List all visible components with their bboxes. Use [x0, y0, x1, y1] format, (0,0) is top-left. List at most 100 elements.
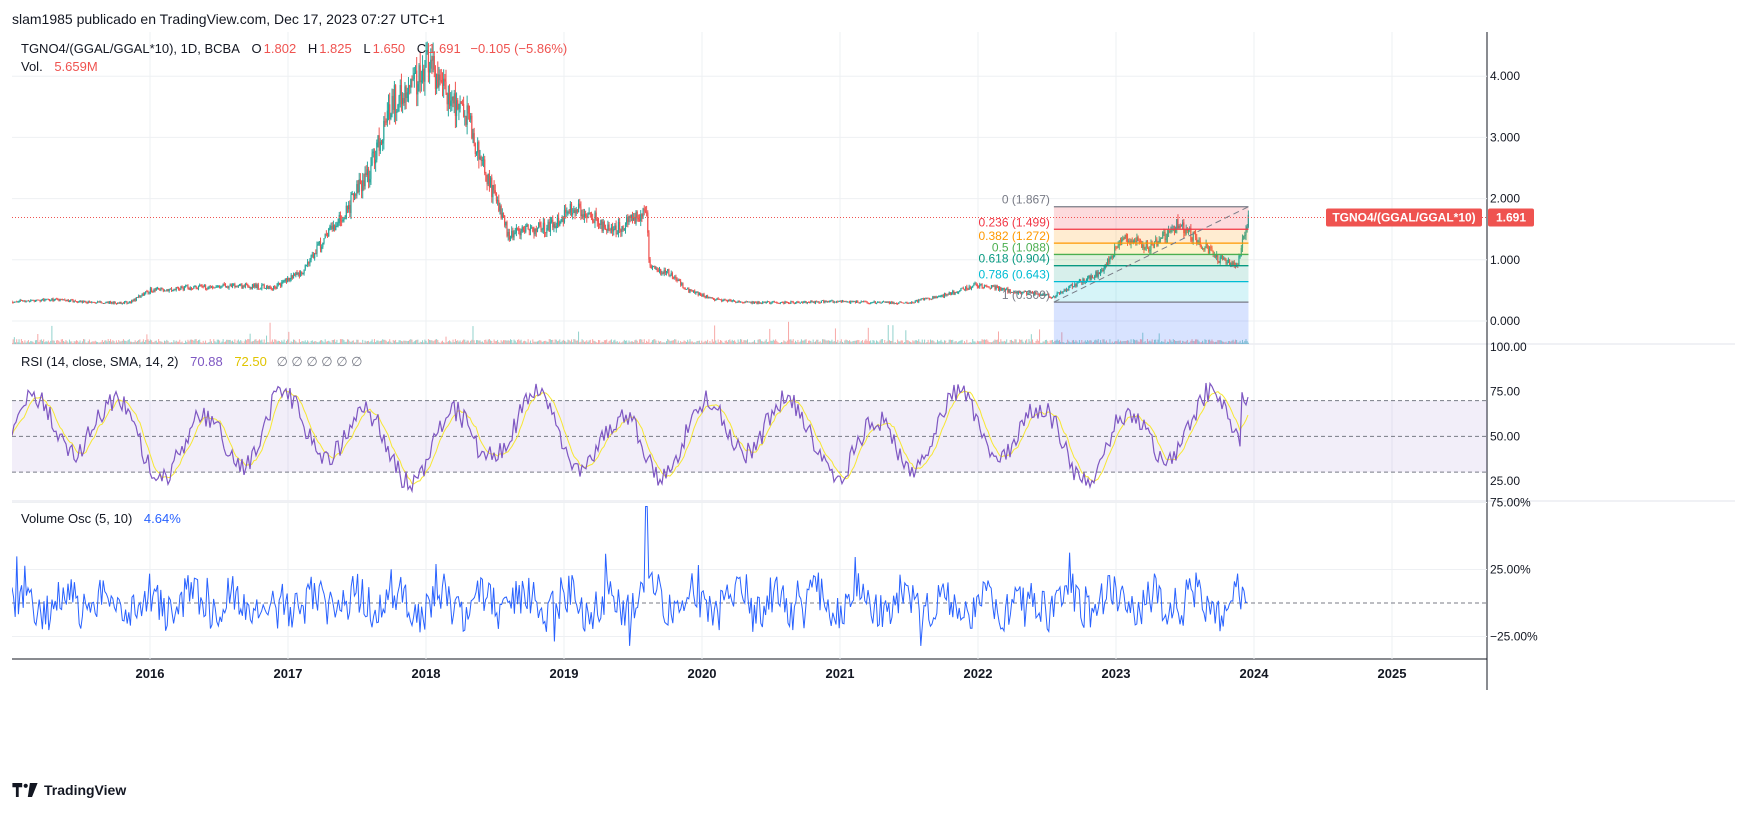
- volume-bar: [707, 339, 709, 344]
- candle-body: [346, 205, 349, 210]
- price-tick-label: 4.000: [1490, 69, 1520, 83]
- candle-body: [845, 301, 847, 303]
- volume-bar: [249, 333, 251, 344]
- volume-bar: [365, 341, 367, 344]
- volume-bar: [449, 340, 451, 344]
- candle-body: [1138, 241, 1140, 243]
- candle-body: [284, 279, 286, 281]
- candle-body: [616, 233, 618, 235]
- candle-body: [723, 299, 725, 301]
- candle-body: [333, 225, 336, 231]
- candle-body: [1045, 294, 1048, 296]
- volume-bar: [222, 339, 224, 344]
- legend-l-label: L: [363, 41, 371, 56]
- volume-bar: [803, 340, 805, 344]
- volume-bar: [1189, 342, 1191, 344]
- volume-bar: [325, 341, 327, 344]
- candle-body: [778, 303, 780, 305]
- volume-bar: [529, 340, 531, 344]
- candle-body: [203, 284, 205, 287]
- candle-body: [786, 302, 788, 304]
- chart-frame[interactable]: 0 (1.867) 0.236 (1.499) 0.382 (1.272) 0.5 (…: [11, 32, 1735, 758]
- volume-bar: [1145, 342, 1147, 344]
- candle-body: [126, 301, 128, 304]
- volume-bar: [223, 342, 225, 344]
- volume-bar: [702, 342, 704, 344]
- volume-bar: [261, 339, 263, 344]
- candle-body: [685, 288, 688, 290]
- candle-body: [380, 141, 383, 144]
- volume-bar: [350, 341, 352, 344]
- volume-bar: [1223, 341, 1225, 344]
- volume-bar: [461, 340, 463, 344]
- volume-bar: [64, 341, 66, 344]
- candle-body: [704, 296, 706, 298]
- candle-body: [1047, 294, 1049, 296]
- candle-body: [1214, 254, 1217, 258]
- volume-bar: [1202, 340, 1204, 344]
- volume-bar: [647, 341, 649, 344]
- candle-body: [1159, 238, 1161, 241]
- volume-bar: [73, 341, 75, 344]
- candle-body: [1023, 291, 1025, 293]
- candle-body: [680, 280, 682, 285]
- volume-bar: [872, 340, 874, 344]
- volume-bar: [102, 341, 104, 344]
- candle-body: [366, 169, 369, 176]
- volume-bar: [1150, 341, 1152, 344]
- volume-bar: [1156, 342, 1158, 344]
- volume-bar: [859, 342, 861, 344]
- volume-bar: [824, 339, 826, 344]
- volume-bar: [955, 341, 957, 344]
- candle-body: [1102, 270, 1104, 271]
- volume-bar: [535, 341, 537, 344]
- candle-body: [396, 111, 398, 113]
- candle-body: [830, 300, 832, 302]
- volume-bar: [555, 339, 557, 344]
- volume-bar: [254, 339, 256, 344]
- volume-bar: [590, 342, 592, 344]
- volume-bar: [878, 342, 880, 344]
- volume-bar: [356, 339, 358, 344]
- candle-body: [550, 219, 553, 222]
- volume-bar: [568, 340, 570, 344]
- candle-body: [631, 214, 634, 221]
- volume-bar: [510, 339, 512, 344]
- volume-bar: [500, 340, 502, 344]
- volume-bar: [666, 341, 668, 344]
- candle-body: [460, 101, 462, 104]
- candle-body: [506, 221, 508, 236]
- candle-body: [992, 285, 994, 287]
- volume-bar: [1039, 329, 1041, 344]
- candle-body: [125, 301, 127, 303]
- volume-bar: [433, 340, 435, 344]
- candle-body: [466, 105, 468, 125]
- candle-body: [228, 285, 230, 289]
- volume-bar: [479, 340, 481, 344]
- volume-bar: [1122, 341, 1124, 344]
- volume-bar: [494, 341, 496, 344]
- volume-bar: [498, 341, 500, 344]
- candle-body: [982, 287, 984, 288]
- candle-body: [1207, 248, 1210, 254]
- volume-bar: [1216, 341, 1218, 344]
- volume-bar: [1006, 339, 1008, 344]
- volume-bar: [971, 342, 973, 344]
- volume-bar: [1168, 341, 1170, 344]
- footer-brand[interactable]: TradingView: [12, 782, 126, 798]
- volume-bar: [1074, 341, 1076, 344]
- volume-bar: [613, 340, 615, 344]
- volume-bar: [766, 342, 768, 344]
- candle-body: [1015, 291, 1017, 293]
- candle-body: [353, 194, 356, 196]
- candle-body: [339, 214, 342, 221]
- volume-bar: [47, 340, 49, 344]
- candle-body: [461, 103, 464, 105]
- volume-bar: [526, 342, 528, 344]
- volume-bar: [698, 340, 700, 344]
- candle-body: [109, 301, 112, 304]
- candle-body: [779, 302, 781, 304]
- chart-canvas[interactable]: 0 (1.867)0.236 (1.499)0.382 (1.272)0.5 (…: [11, 32, 1735, 758]
- volume-bar: [742, 341, 744, 344]
